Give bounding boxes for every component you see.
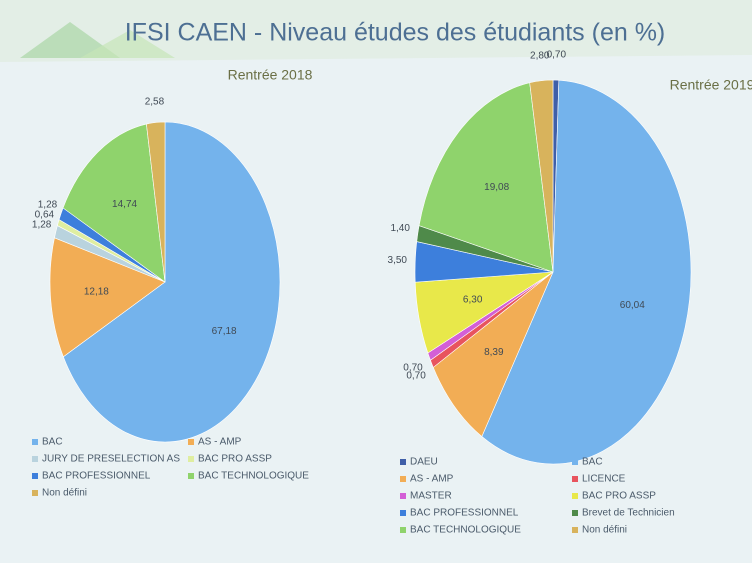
legend-swatch [188, 456, 194, 462]
legend-swatch [572, 476, 578, 482]
legend-swatch [400, 476, 406, 482]
legend-label: MASTER [410, 491, 452, 502]
value-label: 1,28 [32, 220, 52, 231]
legend-swatch [32, 490, 38, 496]
value-label: 2,58 [145, 96, 165, 107]
legend-swatch [572, 527, 578, 533]
legend-swatch [572, 493, 578, 499]
legend-label: BAC TECHNOLOGIQUE [198, 471, 309, 482]
value-label: 60,04 [620, 300, 645, 311]
legend-label: Non défini [582, 525, 627, 536]
value-label: 12,18 [84, 287, 109, 298]
value-label: 19,08 [484, 182, 509, 193]
legend-label: BAC [42, 437, 63, 448]
value-label: 1,28 [38, 199, 58, 210]
legend-label: BAC PRO ASSP [582, 491, 656, 502]
legend-label: BAC [582, 457, 603, 468]
slide-title: IFSI CAEN - Niveau études des étudiants … [125, 19, 666, 47]
legend-label: Non défini [42, 488, 87, 499]
legend-swatch [400, 527, 406, 533]
legend-swatch [32, 473, 38, 479]
legend-label: AS - AMP [410, 474, 454, 485]
value-label: 3,50 [388, 255, 408, 266]
legend-swatch [400, 493, 406, 499]
chart-subtitle: Rentrée 2019 [670, 77, 752, 93]
legend-label: AS - AMP [198, 437, 242, 448]
legend-label: BAC PROFESSIONNEL [42, 471, 151, 482]
value-label: 0,70 [547, 50, 567, 61]
value-label: 67,18 [212, 326, 237, 337]
legend-swatch [572, 459, 578, 465]
legend-label: DAEU [410, 457, 438, 468]
value-label: 1,40 [390, 223, 410, 234]
legend-swatch [188, 439, 194, 445]
legend-label: BAC TECHNOLOGIQUE [410, 525, 521, 536]
legend-swatch [32, 439, 38, 445]
legend-label: JURY DE PRESELECTION AS [42, 454, 180, 465]
legend-swatch [400, 510, 406, 516]
chart-subtitle: Rentrée 2018 [228, 67, 313, 83]
value-label: 14,74 [112, 199, 137, 210]
slide: IFSI CAEN - Niveau études des étudiants … [0, 0, 752, 563]
value-label: 0,70 [403, 362, 423, 373]
value-label: 2,80 [530, 50, 550, 61]
value-label: 8,39 [484, 347, 504, 358]
value-label: 0,64 [35, 209, 55, 220]
legend-label: BAC PROFESSIONNEL [410, 508, 519, 519]
legend-label: LICENCE [582, 474, 626, 485]
legend-swatch [572, 510, 578, 516]
legend-label: Brevet de Technicien [582, 508, 675, 519]
legend-label: BAC PRO ASSP [198, 454, 272, 465]
legend-swatch [188, 473, 194, 479]
value-label: 6,30 [463, 294, 483, 305]
legend-swatch [400, 459, 406, 465]
legend-swatch [32, 456, 38, 462]
